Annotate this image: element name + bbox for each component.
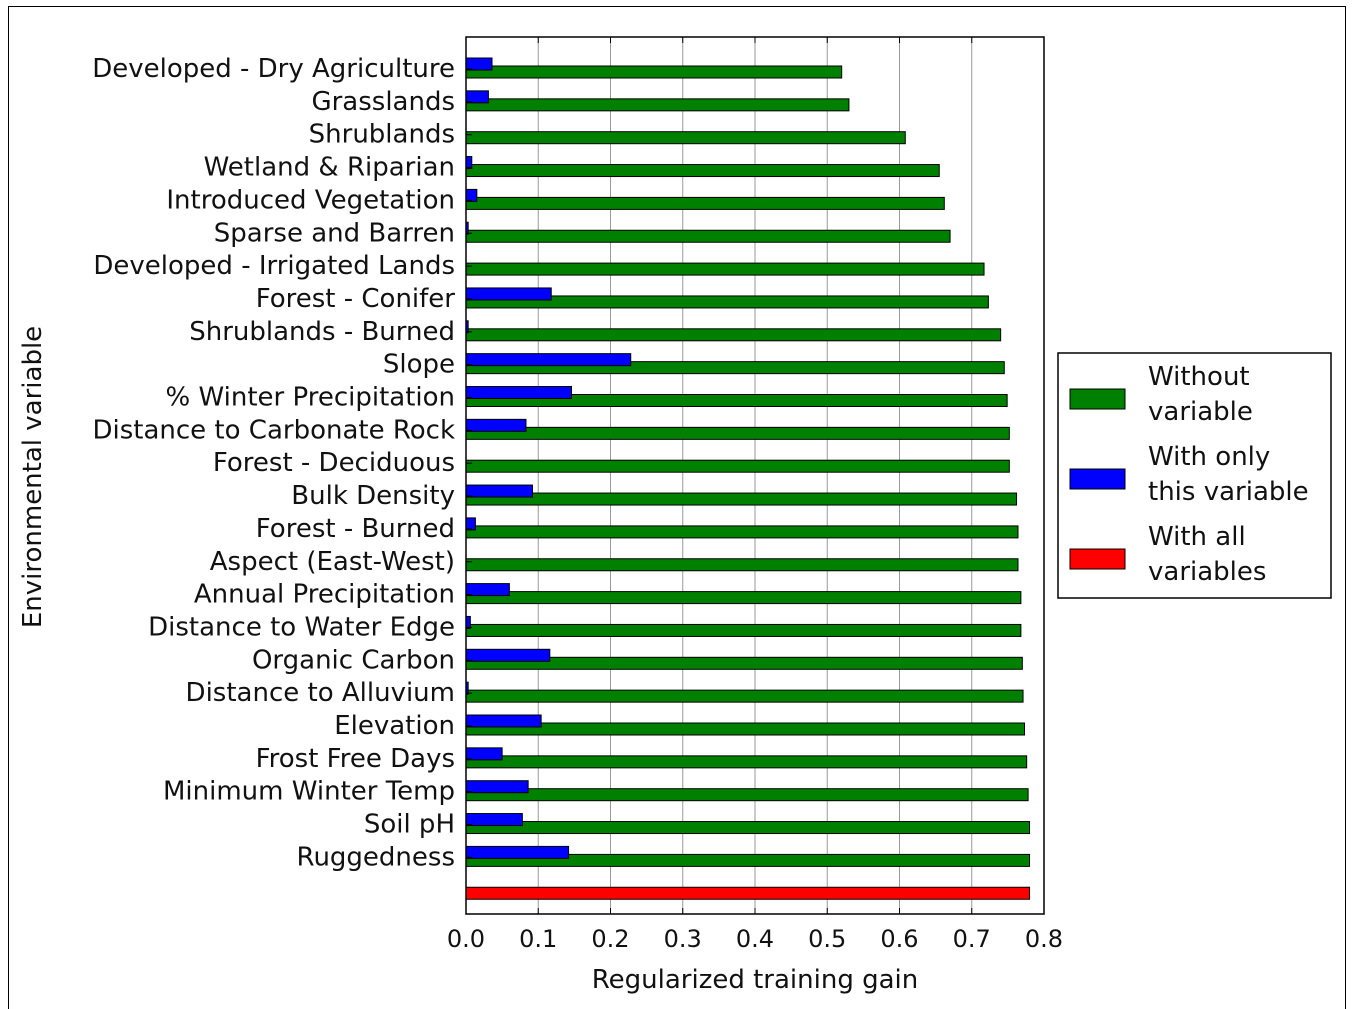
x-tick-label: 0.0 — [447, 925, 485, 953]
category-label: Shrublands - Burned — [189, 317, 455, 347]
bar-without-variable — [465, 459, 1010, 473]
bar-without-variable — [465, 821, 1031, 835]
bar-without-variable — [465, 262, 985, 276]
category-label: % Winter Precipitation — [166, 383, 455, 413]
bar-with-only-variable — [465, 156, 473, 170]
bar-without-variable — [465, 755, 1028, 769]
category-label: Slope — [383, 350, 455, 380]
bar-without-variable — [465, 492, 1018, 506]
bar-with-only-variable — [465, 845, 570, 859]
bar-without-variable — [465, 98, 850, 112]
legend-label-line2: variables — [1148, 557, 1266, 587]
bar-with-only-variable — [465, 386, 572, 399]
bar-with-only-variable — [465, 418, 527, 432]
category-labels: Developed - Dry AgricultureGrasslandsShr… — [92, 54, 455, 872]
category-label: Annual Precipitation — [194, 580, 455, 610]
bar-with-only-variable — [465, 353, 632, 367]
category-label: Sparse and Barren — [214, 218, 455, 248]
ticks: 0.0 0.1 0.2 0.3 0.4 0.5 0.6 0.7 0.8 — [447, 37, 1063, 953]
bar-without-variable — [465, 131, 906, 145]
y-axis-label: Environmental variable — [18, 326, 48, 628]
category-label: Bulk Density — [291, 481, 455, 511]
category-label: Elevation — [334, 711, 455, 741]
bar-without-variable — [465, 328, 1002, 342]
category-label: Forest - Conifer — [256, 284, 456, 314]
bar-without-variable — [465, 426, 1010, 440]
category-label: Distance to Water Edge — [148, 612, 455, 642]
bar-with-only-variable — [465, 813, 523, 827]
legend-label-line2: this variable — [1148, 477, 1309, 507]
bar-without-variable — [465, 525, 1019, 539]
bar-without-variable — [465, 788, 1029, 802]
bar-without-variable — [465, 558, 1019, 572]
category-label: Frost Free Days — [256, 744, 455, 774]
x-tick-label: 0.2 — [591, 925, 629, 953]
x-tick-label: 0.4 — [736, 925, 774, 953]
category-label: Forest - Burned — [256, 514, 455, 544]
category-label: Organic Carbon — [252, 645, 455, 675]
bar-with-only-variable — [465, 188, 478, 202]
x-tick-label: 0.7 — [953, 925, 991, 953]
category-label: Wetland & Riparian — [204, 153, 455, 183]
legend-label-line2: variable — [1148, 397, 1253, 427]
category-label: Minimum Winter Temp — [163, 777, 455, 807]
bar-with-only-variable — [465, 583, 510, 597]
category-label: Introduced Vegetation — [166, 185, 455, 215]
category-label: Aspect (East-West) — [210, 547, 455, 577]
bar-with-only-variable — [465, 517, 476, 531]
category-label: Forest - Deciduous — [213, 448, 455, 478]
bar-with-all-variables — [465, 886, 1031, 900]
bar-with-only-variable — [465, 484, 533, 498]
bar-with-only-variable — [465, 714, 542, 728]
category-label: Shrublands — [309, 120, 455, 150]
x-tick-label: 0.1 — [519, 925, 557, 953]
legend-label-line1: With all — [1148, 522, 1246, 552]
bar-without-variable — [465, 623, 1022, 637]
bar-with-only-variable — [465, 648, 551, 662]
bar-without-variable — [465, 164, 940, 178]
bar-with-only-variable — [465, 780, 529, 794]
bar-with-only-variable — [465, 57, 493, 71]
category-label: Ruggedness — [297, 842, 455, 872]
legend-swatch — [1069, 548, 1126, 570]
category-label: Distance to Carbonate Rock — [92, 415, 455, 445]
x-axis-label: Regularized training gain — [592, 965, 919, 995]
x-tick-label: 0.5 — [808, 925, 846, 953]
x-tick-label: 0.6 — [880, 925, 918, 953]
bar-with-only-variable — [465, 90, 489, 104]
bar-without-variable — [465, 591, 1022, 605]
category-label: Distance to Alluvium — [186, 678, 455, 708]
legend-label-line1: With only — [1148, 442, 1270, 472]
legend: Without variable With only this variable Wit… — [1057, 352, 1332, 599]
category-label: Developed - Dry Agriculture — [92, 54, 455, 84]
bar-without-variable — [465, 689, 1024, 703]
x-tick-label: 0.3 — [664, 925, 702, 953]
bar-with-only-variable — [465, 747, 503, 761]
bar-with-only-variable — [465, 287, 552, 301]
category-label: Grasslands — [311, 87, 455, 117]
legend-label-line1: Without — [1148, 362, 1250, 392]
bars — [465, 57, 1031, 900]
legend-swatch — [1069, 468, 1126, 490]
legend-swatch — [1069, 388, 1126, 410]
bar-without-variable — [465, 196, 945, 210]
x-tick-label: 0.8 — [1025, 925, 1063, 953]
category-label: Soil pH — [364, 810, 455, 840]
bar-without-variable — [465, 65, 843, 79]
bar-without-variable — [465, 722, 1025, 736]
bar-without-variable — [465, 229, 951, 243]
category-label: Developed - Irrigated Lands — [93, 251, 455, 281]
